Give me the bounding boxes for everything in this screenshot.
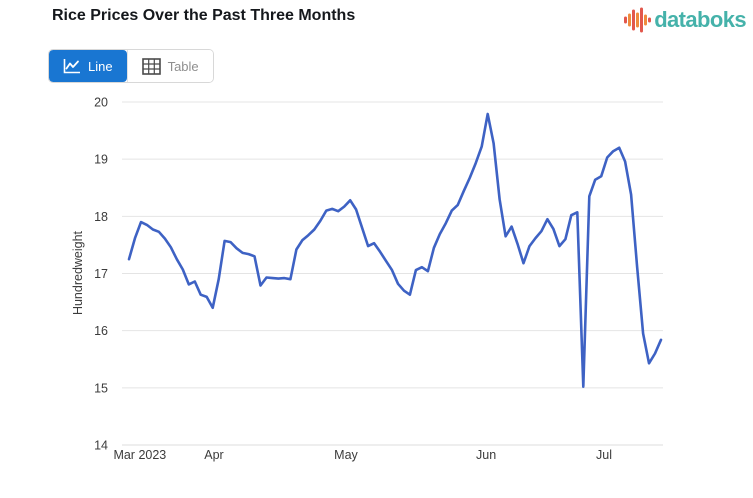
table-view-button[interactable]: Table	[126, 50, 213, 82]
x-tick-label: Apr	[204, 448, 223, 462]
databoks-bars-icon	[624, 7, 652, 33]
y-tick-label: 16	[94, 324, 108, 338]
y-tick-label: 14	[94, 439, 108, 453]
y-tick-label: 15	[94, 381, 108, 395]
x-tick-label: Jun	[476, 448, 496, 462]
x-tick-label: Mar 2023	[113, 448, 166, 462]
table-view-label: Table	[167, 58, 199, 74]
view-toggle-group: Line Table	[48, 49, 214, 83]
y-tick-label: 18	[94, 210, 108, 224]
y-tick-label: 20	[94, 96, 108, 110]
page-title: Rice Prices Over the Past Three Months	[52, 7, 356, 24]
databoks-logo-text: databoks	[654, 7, 746, 32]
line-chart-icon	[63, 59, 80, 74]
y-tick-label: 17	[94, 267, 108, 281]
y-tick-label: 19	[94, 153, 108, 167]
x-tick-label: Jul	[596, 448, 612, 462]
price-line-series[interactable]	[127, 112, 663, 389]
databoks-logo: databoks	[623, 4, 747, 36]
line-view-button[interactable]: Line	[49, 50, 127, 82]
line-view-label: Line	[88, 58, 113, 74]
table-icon	[141, 57, 161, 75]
y-axis-title: Hundredweight	[71, 230, 85, 315]
x-tick-label: May	[334, 448, 358, 462]
